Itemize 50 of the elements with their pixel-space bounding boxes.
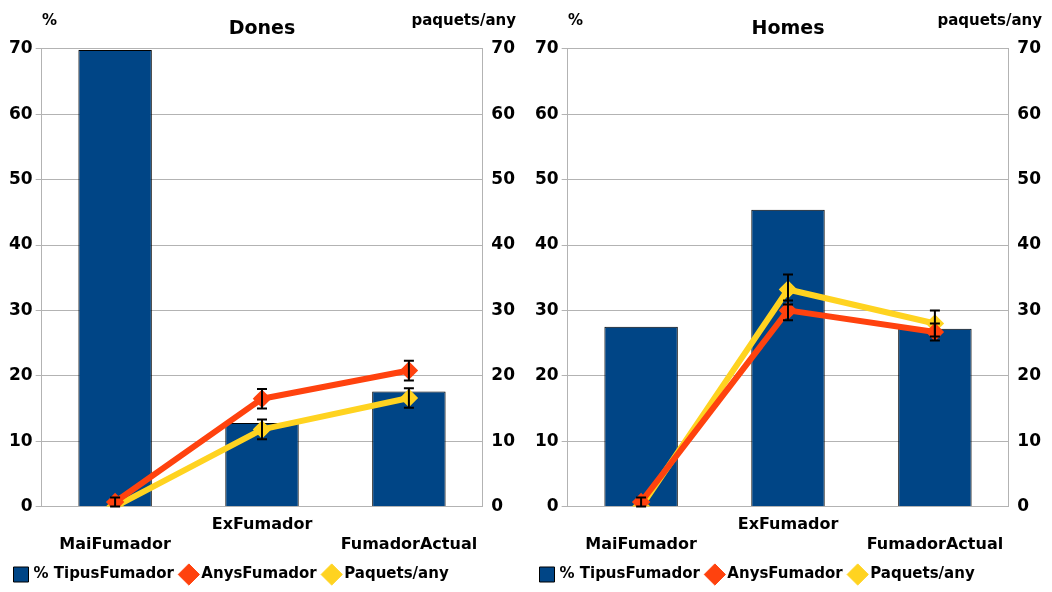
y2-tick-label: 70 <box>1017 37 1042 58</box>
legend-label: AnysFumador <box>201 564 318 583</box>
chart-title: Dones <box>228 16 296 39</box>
legend-label: Paquets/any <box>870 564 975 583</box>
y-tick-label: 40 <box>8 233 33 254</box>
y-tick-label: 10 <box>8 429 33 450</box>
y-axis-title: % <box>42 11 58 30</box>
y2-tick-label: 10 <box>491 429 516 450</box>
legend-label: % TipusFumador <box>33 564 175 583</box>
y-axis-title: % <box>568 11 584 30</box>
x-tick-label: ExFumador <box>737 514 839 534</box>
y2-axis-title: paquets/any <box>411 11 517 30</box>
y2-tick-label: 0 <box>1017 495 1030 516</box>
y-tick-label: 50 <box>534 168 559 189</box>
y-tick-label: 70 <box>8 37 33 58</box>
y2-tick-label: 0 <box>491 495 504 516</box>
y2-tick-label: 30 <box>1017 298 1042 319</box>
x-tick-label: ExFumador <box>211 514 313 534</box>
y-tick-label: 0 <box>546 495 559 516</box>
y2-tick-label: 40 <box>1017 233 1042 254</box>
y2-tick-label: 60 <box>491 102 516 123</box>
x-tick-label: MaiFumador <box>585 533 697 553</box>
y2-tick-label: 10 <box>1017 429 1042 450</box>
y-tick-label: 60 <box>534 102 559 123</box>
y2-tick-label: 60 <box>1017 102 1042 123</box>
y-tick-label: 50 <box>8 168 33 189</box>
y2-tick-label: 30 <box>491 298 516 319</box>
legend-label: % TipusFumador <box>559 564 701 583</box>
x-tick-label: MaiFumador <box>59 533 171 553</box>
y2-tick-label: 50 <box>491 168 516 189</box>
y-tick-label: 30 <box>534 298 559 319</box>
y2-tick-label: 20 <box>1017 364 1042 385</box>
legend-label: Paquets/any <box>344 564 449 583</box>
y2-axis-title: paquets/any <box>937 11 1043 30</box>
y-tick-label: 40 <box>534 233 559 254</box>
x-tick-label: FumadorActual <box>866 533 1004 553</box>
y-tick-label: 0 <box>20 495 33 516</box>
y-tick-label: 10 <box>534 429 559 450</box>
y2-tick-label: 50 <box>1017 168 1042 189</box>
y2-tick-label: 40 <box>491 233 516 254</box>
y-tick-label: 70 <box>534 37 559 58</box>
legend-label: AnysFumador <box>727 564 844 583</box>
x-tick-label: FumadorActual <box>340 533 478 553</box>
y-tick-label: 30 <box>8 298 33 319</box>
y2-tick-label: 20 <box>491 364 516 385</box>
chart-title: Homes <box>751 16 825 39</box>
y-tick-label: 20 <box>534 364 559 385</box>
y-tick-label: 20 <box>8 364 33 385</box>
y-tick-label: 60 <box>8 102 33 123</box>
y2-tick-label: 70 <box>491 37 516 58</box>
